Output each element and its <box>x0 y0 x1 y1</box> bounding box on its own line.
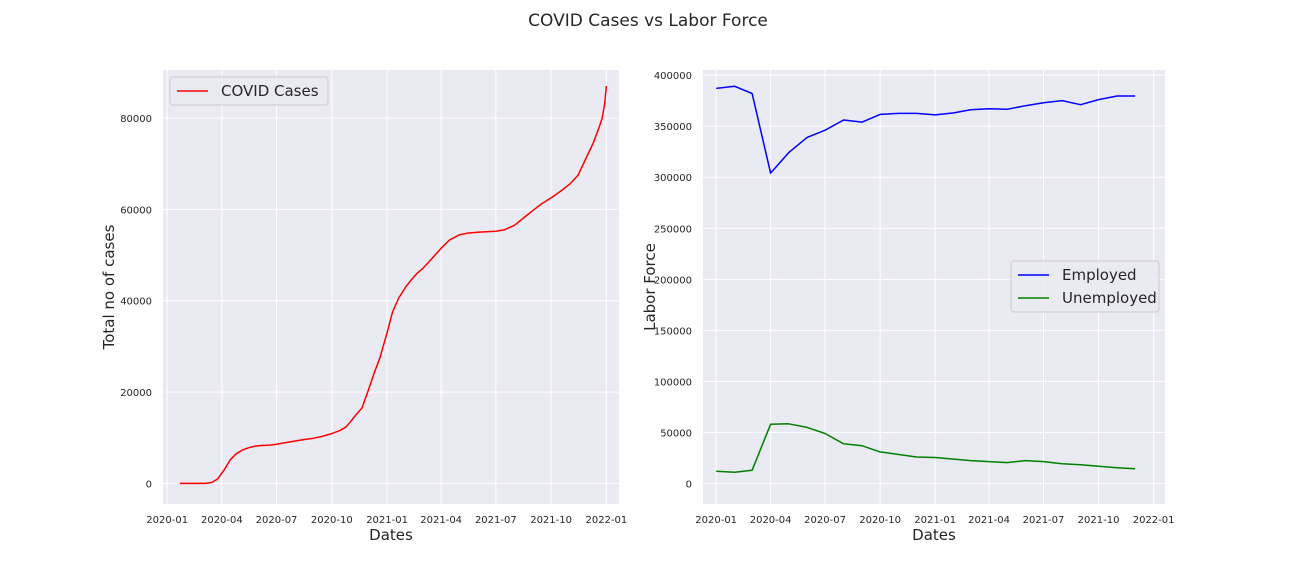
series-line-covid-cases <box>179 85 608 485</box>
y-tick-label: 150000 <box>654 326 692 337</box>
x-tick-label: 2020-01 <box>695 515 737 526</box>
y-tick-label: 350000 <box>654 122 692 133</box>
x-tick-label: 2021-04 <box>420 515 462 526</box>
y-tick-label: 80000 <box>120 114 152 125</box>
y-tick-label: 60000 <box>120 205 152 216</box>
y-tick-label: 100000 <box>654 377 692 388</box>
x-tick-label: 2020-04 <box>201 515 243 526</box>
y-tick-label: 0 <box>146 479 152 490</box>
x-tick-label: 2020-01 <box>146 515 188 526</box>
y-tick-label: 50000 <box>660 429 692 440</box>
y-tick-label: 20000 <box>120 388 152 399</box>
x-tick-label: 2020-07 <box>256 515 298 526</box>
x-tick-label: 2022-01 <box>585 515 627 526</box>
legend-box <box>169 76 329 106</box>
x-tick-label: 2021-01 <box>366 515 408 526</box>
figure-title: COVID Cases vs Labor Force <box>528 11 768 31</box>
covid-cases-chart: 2020-01 2020-04 2020-07 2020-10 2021-01 2021-… <box>100 70 627 544</box>
x-tick-label: 2021-10 <box>530 515 572 526</box>
labor-force-chart: 2020-01 2020-04 2020-07 2020-10 2021-01 2021-… <box>641 70 1175 544</box>
x-tick-label: 2021-10 <box>1078 515 1120 526</box>
legend-entry: Employed <box>1062 266 1137 284</box>
x-tick-label: 2020-07 <box>804 515 846 526</box>
y-tick-label: 0 <box>686 480 692 491</box>
y-tick-label: 40000 <box>120 297 152 308</box>
legend-entry: Unemployed <box>1062 289 1157 307</box>
x-tick-label: 2022-01 <box>1133 515 1175 526</box>
legend: Employed Unemployed <box>1010 260 1160 313</box>
y-axis-label: Total no of cases <box>100 224 118 350</box>
x-tick-label: 2020-10 <box>311 515 353 526</box>
x-tick-label: 2020-10 <box>859 515 901 526</box>
legend-box <box>1010 260 1160 313</box>
y-tick-label: 250000 <box>654 224 692 235</box>
y-axis-label: Labor Force <box>641 243 659 331</box>
series-line-employed <box>716 85 1136 174</box>
x-tick-label: 2021-01 <box>914 515 956 526</box>
y-tick-label: 400000 <box>654 71 692 82</box>
y-tick-label: 200000 <box>654 275 692 286</box>
y-tick-label: 300000 <box>654 173 692 184</box>
x-tick-label: 2021-07 <box>475 515 517 526</box>
x-tick-label: 2021-04 <box>968 515 1010 526</box>
x-axis-label: Dates <box>369 526 413 544</box>
plot-area <box>163 70 619 504</box>
legend: COVID Cases <box>169 76 329 106</box>
x-tick-label: 2021-07 <box>1023 515 1065 526</box>
series-line-unemployed <box>716 423 1136 474</box>
x-tick-label: 2020-04 <box>750 515 792 526</box>
x-axis-label: Dates <box>912 526 956 544</box>
legend-entry: COVID Cases <box>221 82 319 100</box>
